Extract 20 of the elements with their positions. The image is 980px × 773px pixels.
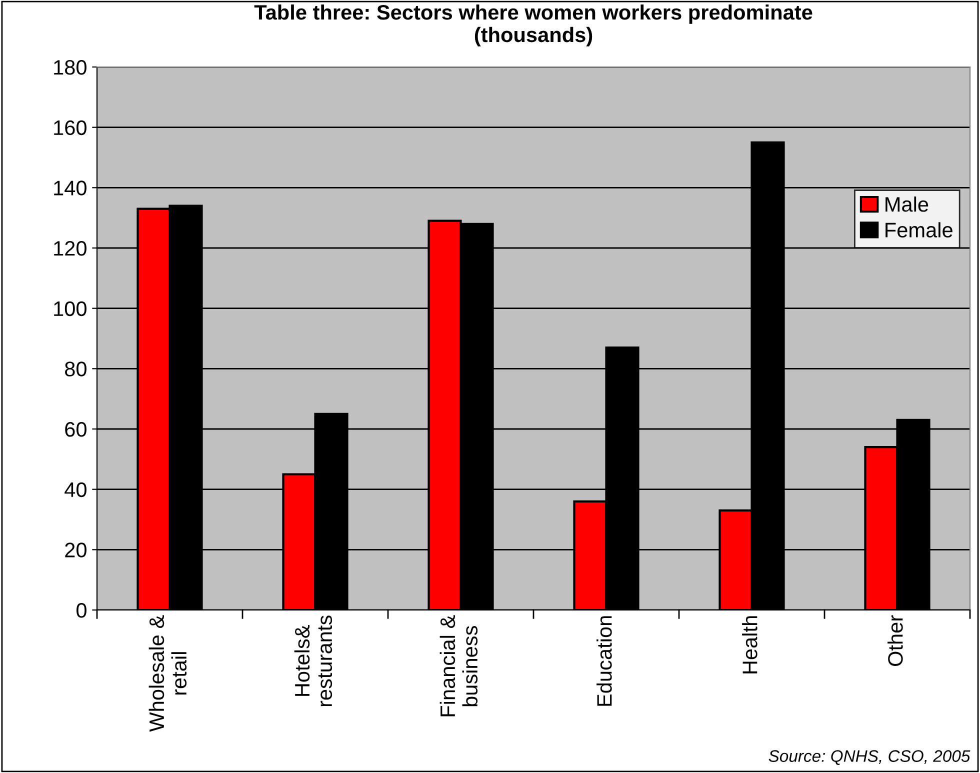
- y-tick-label: 140: [54, 180, 86, 196]
- x-tick-label: Education: [596, 616, 612, 706]
- x-tick-label: Hotels& resturants: [294, 616, 332, 706]
- y-tick-label: 100: [54, 301, 86, 316]
- y-tick-label: 40: [64, 482, 86, 498]
- y-tick-label: 120: [54, 241, 86, 256]
- source-note: Source: QNHS, CSO, 2005: [768, 750, 970, 765]
- legend-label: Female: [886, 222, 952, 238]
- y-tick-label: 80: [65, 362, 86, 376]
- y-tick-label: 160: [54, 120, 86, 136]
- chart-title: Table three: Sectors where women workers predominate (thousands): [254, 4, 812, 46]
- y-tick-label: 60: [65, 422, 86, 437]
- x-tick-label: Wholesale & retail: [148, 615, 187, 732]
- y-tick-label: 180: [54, 60, 86, 75]
- x-tick-label: Health: [742, 616, 758, 674]
- y-tick-label: 20: [65, 542, 86, 558]
- legend-label: Male: [886, 196, 928, 212]
- x-tick-label: Other: [888, 615, 903, 666]
- y-tick-label: 0: [76, 603, 86, 618]
- x-tick-label: Financial & business: [440, 615, 478, 716]
